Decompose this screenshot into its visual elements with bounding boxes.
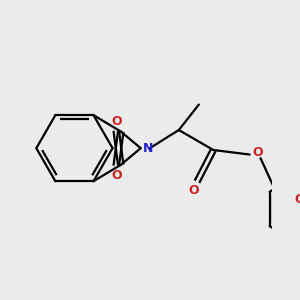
Text: O: O <box>294 193 300 206</box>
Text: O: O <box>253 146 263 159</box>
Text: O: O <box>111 115 122 128</box>
Text: O: O <box>111 169 122 182</box>
Text: N: N <box>143 142 153 155</box>
Text: O: O <box>188 184 199 197</box>
